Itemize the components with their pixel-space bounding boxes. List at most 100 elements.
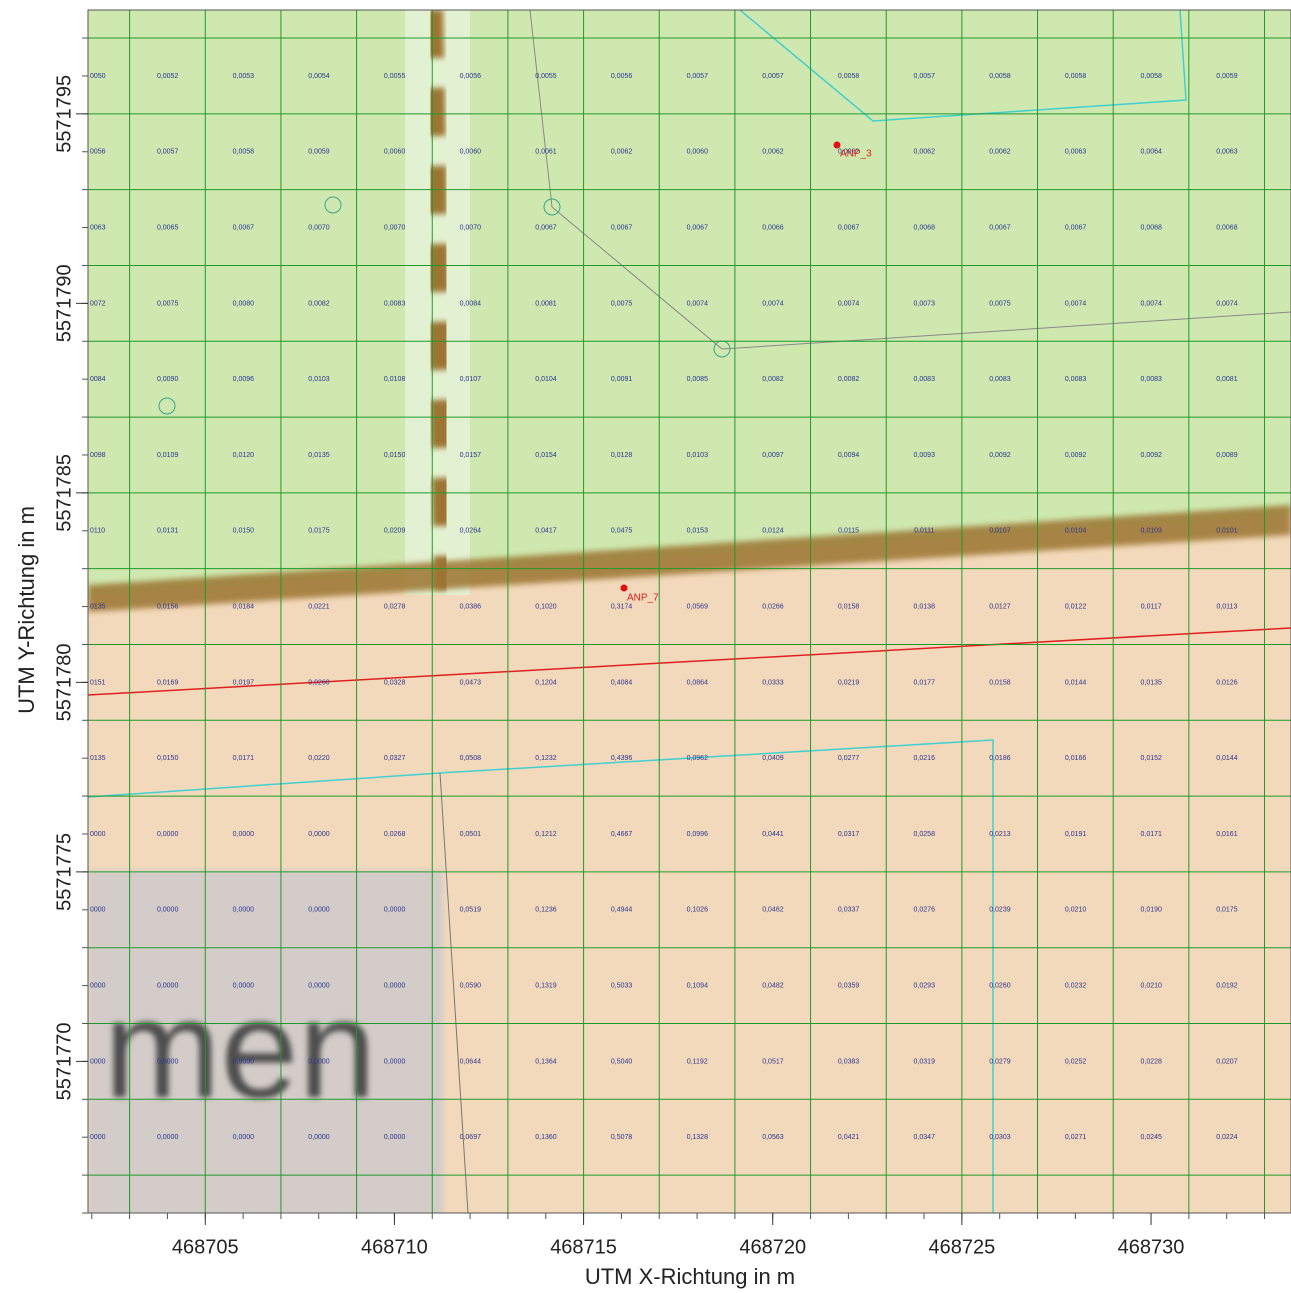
cell-value: 0,1192 [687,1058,708,1065]
cell-value: 0,0107 [460,376,482,383]
cell-value: 0,0347 [914,1134,936,1141]
cell-value: 0135 [90,755,106,762]
cell-value: 0,0177 [914,679,936,686]
cell-value: 0,0213 [989,831,1011,838]
cell-value: 0,0122 [1065,603,1087,610]
cell-value: 0,0067 [989,224,1011,231]
cell-value: 0,0569 [687,603,709,610]
cell-value: 0,0519 [460,907,482,914]
cell-value: 0,0590 [460,982,482,989]
cell-value: 0,0421 [838,1134,860,1141]
cell-value: 0,0082 [838,376,860,383]
cell-value: 0,0057 [762,73,784,80]
cell-value: 0,0245 [1141,1134,1163,1141]
cell-value: 0,0081 [535,300,557,307]
cell-value: 0,0058 [1141,73,1163,80]
cell-value: 0056 [90,149,106,156]
x-tick-label: 468730 [1118,1236,1185,1258]
cell-value: 0,0000 [233,907,255,914]
cell-value: 0,0094 [838,452,860,459]
cell-value: 0135 [90,603,106,610]
cell-value: 0,0101 [1216,528,1238,535]
cell-value: 0,0264 [460,528,482,535]
cell-value: 0,0117 [1141,603,1162,610]
x-axis-label: UTM X-Richtung in m [585,1264,795,1289]
x-tick-label: 468715 [550,1236,617,1258]
cell-value: 0,0082 [308,300,330,307]
cell-value: 0,0190 [1141,907,1163,914]
cell-value: 0,0441 [762,831,784,838]
cell-value: 0,0000 [308,982,330,989]
cell-value: 0,0058 [233,149,255,156]
cell-value: 0,0000 [233,982,255,989]
cell-value: 0,0070 [460,224,482,231]
cell-value: 0,0000 [308,1134,330,1141]
cell-value: 0,0096 [233,376,255,383]
cell-value: 0,0000 [233,1058,255,1065]
cell-value: 0,0057 [687,73,709,80]
cell-value: 0,0462 [762,907,784,914]
cell-value: 0,0057 [914,73,936,80]
cell-value: 0,0268 [384,831,406,838]
cell-value: 0,0060 [384,149,406,156]
cell-value: 0,0067 [233,224,255,231]
cell-value: 0,0062 [762,149,784,156]
cell-value: 0,0074 [838,300,860,307]
cell-value: 0,0059 [1216,73,1238,80]
cell-value: 0,0156 [157,603,179,610]
cell-value: 0,0232 [1065,982,1087,989]
cell-value: 0,0055 [535,73,557,80]
cell-value: 0,4084 [611,679,633,686]
cell-value: 0050 [90,73,106,80]
cell-value: 0,0328 [384,679,406,686]
cell-value: 0,0166 [1065,755,1087,762]
receptor-point [621,585,628,592]
cell-value: 0,0153 [687,528,709,535]
cell-value: 0,0224 [1216,1134,1238,1141]
cell-value: 0,1204 [535,679,557,686]
cell-value: 0,0508 [460,755,482,762]
cell-value: 0084 [90,376,106,383]
cell-value: 0,0239 [989,907,1011,914]
cell-value: 0000 [90,982,106,989]
cell-value: 0,0000 [384,1134,406,1141]
cell-value: 0,1319 [535,982,557,989]
cell-value: 0,0161 [1216,831,1238,838]
cell-value: 0,0083 [384,300,406,307]
cell-value: 0,0417 [535,528,557,535]
cell-value: 0,0062 [989,149,1011,156]
cell-value: 0,0000 [384,1058,406,1065]
cell-value: 0,0054 [308,73,330,80]
cell-value: 0,3174 [611,603,633,610]
cell-value: 0063 [90,224,106,231]
cell-value: 0,0062 [611,149,633,156]
cell-value: 0,0067 [838,224,860,231]
cell-value: 0,0089 [1216,452,1238,459]
cell-value: 0,0171 [233,755,255,762]
cell-value: 0151 [90,679,106,686]
cell-value: 0,0067 [1065,224,1087,231]
cell-value: 0,0064 [1141,149,1163,156]
cell-value: 0,0091 [611,376,633,383]
cell-value: 0,0058 [1065,73,1087,80]
cell-value: 0,0067 [611,224,633,231]
y-tick-label: 5571775 [53,833,75,911]
cell-value: 0,0062 [914,149,936,156]
cell-value: 0,0175 [308,528,330,535]
cell-value: 0,0000 [308,1058,330,1065]
cell-value: 0072 [90,300,106,307]
cell-value: 0,0074 [687,300,709,307]
cell-value: 0,0000 [157,982,179,989]
receptor-label: ANP_3 [840,149,872,160]
cell-value: 0,0221 [308,603,330,610]
cell-value: 0,0084 [460,300,482,307]
cell-value: 0,0169 [157,679,179,686]
cell-value: 0,0083 [1065,376,1087,383]
y-tick-label: 5571780 [53,643,75,721]
cell-value: 0,0154 [535,452,557,459]
cell-value: 0,0070 [384,224,406,231]
y-tick-label: 5571770 [53,1022,75,1100]
cell-value: 0,0327 [384,755,406,762]
cell-value: 0,0319 [914,1058,936,1065]
